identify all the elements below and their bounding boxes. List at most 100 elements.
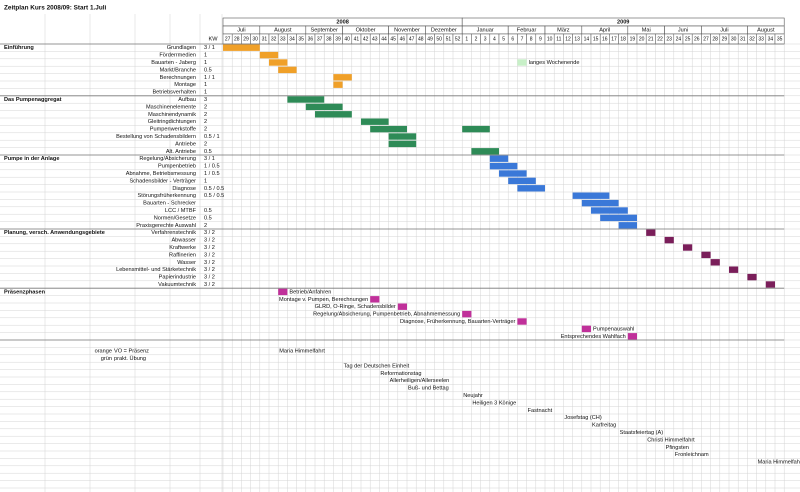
presence-cell [581,325,591,333]
kw-number: 34 [768,36,774,42]
task-effort: 3 / 2 [204,245,215,251]
task-label: Bestellung von Schadensbildern [116,134,196,140]
holiday-label: Fronleichnam [675,452,709,458]
kw-number: 20 [639,36,645,42]
task-label: Regelung/Absicherung [139,156,196,162]
task-effort: 3 / 2 [204,267,215,273]
kw-number: 3 [484,36,487,42]
holiday-label: Maria Himmelfahrt [279,349,325,355]
gantt-bar [278,66,297,74]
kw-number: 48 [418,36,424,42]
kw-number: 5 [502,36,505,42]
task-label: Kraftwerke [169,245,196,251]
kw-number: 18 [620,36,626,42]
kw-number: 41 [354,36,360,42]
gantt-bar [701,251,711,259]
task-label: Markt/Branche [160,67,196,73]
kw-number: 12 [565,36,571,42]
kw-number: 16 [602,36,608,42]
presence-label: Montage v. Pumpen, Berechnungen [279,297,368,303]
legend-text: VO = Präsenz [114,349,149,355]
gantt-bar [765,281,775,288]
gantt-bar [269,59,288,66]
legend-word: orange [95,349,112,355]
gantt-bar [591,207,628,214]
kw-number: 38 [326,36,332,42]
task-effort: 0.5 [204,208,212,214]
month-label: April [599,27,610,33]
gantt-bar [646,229,656,236]
kw-number: 35 [777,36,783,42]
holiday-label: Karfreitag [592,423,616,429]
task-effort: 2 [204,141,207,147]
task-label: Pumpenwerkstoffe [150,127,196,133]
kw-number: 2 [475,36,478,42]
holiday-label: Pfingsten [666,445,689,451]
task-effort: 0.5 / 1 [204,134,220,140]
kw-number: 35 [298,36,304,42]
task-label: Gleitringdichtungen [148,119,196,125]
kw-number: 43 [372,36,378,42]
presence-label: Betrieb/Anfahren [289,289,331,295]
task-label: Bauarten - Schrecker [143,201,196,207]
gantt-bar [683,244,693,251]
kw-number: 1 [465,36,468,42]
kw-number: 50 [436,36,442,42]
gantt-bar [600,214,637,222]
kw-number: 8 [530,36,533,42]
kw-number: 30 [731,36,737,42]
year-label: 2009 [617,19,629,25]
kw-number: 9 [539,36,542,42]
kw-number: 21 [648,36,654,42]
task-effort: 3 / 2 [204,260,215,266]
presence-cell [370,296,380,303]
section-title: Das Pumpenaggregat [4,97,62,103]
presence-cell [627,333,637,340]
holiday-label: Neujahr [463,393,483,399]
presence-label: Regelung/Absicherung, Pumpenbetrieb, Abn… [313,312,460,318]
gantt-bar [333,74,352,81]
presence-label: Pumpenauswahl [593,326,634,332]
presence-cell [397,303,407,310]
kw-number: 31 [740,36,746,42]
presence-label: Diagnose, Früherkennung, Bauarten-Verträ… [400,319,515,325]
gantt-bar [388,133,417,140]
gantt-bar [710,259,720,266]
presence-cell [278,288,288,296]
task-label: Vakuumtechnik [158,282,196,288]
kw-number: 34 [289,36,295,42]
legend-word: grün [101,356,112,362]
kw-number: 17 [611,36,617,42]
task-effort: 3 / 2 [204,230,215,236]
holiday-label: Heiligen 3 Könige [472,400,516,406]
task-label: Maschinendynamik [148,112,196,118]
task-label: Lebensmittel- und Stärketechnik [116,267,196,273]
task-label: Grundlagen [167,45,196,51]
task-effort: 0.5 / 0.5 [204,186,224,192]
gantt-bar [729,266,739,273]
month-label: Januar [477,27,494,33]
task-effort: 2 [204,112,207,118]
task-effort: 0.5 [204,149,212,155]
task-effort: 3 / 2 [204,238,215,244]
month-label: Oktober [356,27,376,33]
kw-number: 31 [262,36,268,42]
gantt-bar [489,162,518,170]
gantt-bar [370,125,407,133]
task-effort: 3 / 1 [204,156,215,162]
kw-number: 32 [271,36,277,42]
task-label: Praxisgerechte Auswahl [136,223,196,229]
gantt-bar [305,103,343,111]
presence-cell [462,310,472,318]
kw-number: 44 [381,36,387,42]
task-effort: 0.5 [204,67,212,73]
month-label: Februar [517,27,537,33]
kw-number: 24 [676,36,682,42]
task-label: Betriebsverhalten [152,90,196,96]
kw-number: 25 [685,36,691,42]
task-label: Maschinenelemente [146,104,196,110]
gantt-bar [581,199,619,207]
gantt-bar [508,177,536,185]
task-effort: 1 [204,60,207,66]
